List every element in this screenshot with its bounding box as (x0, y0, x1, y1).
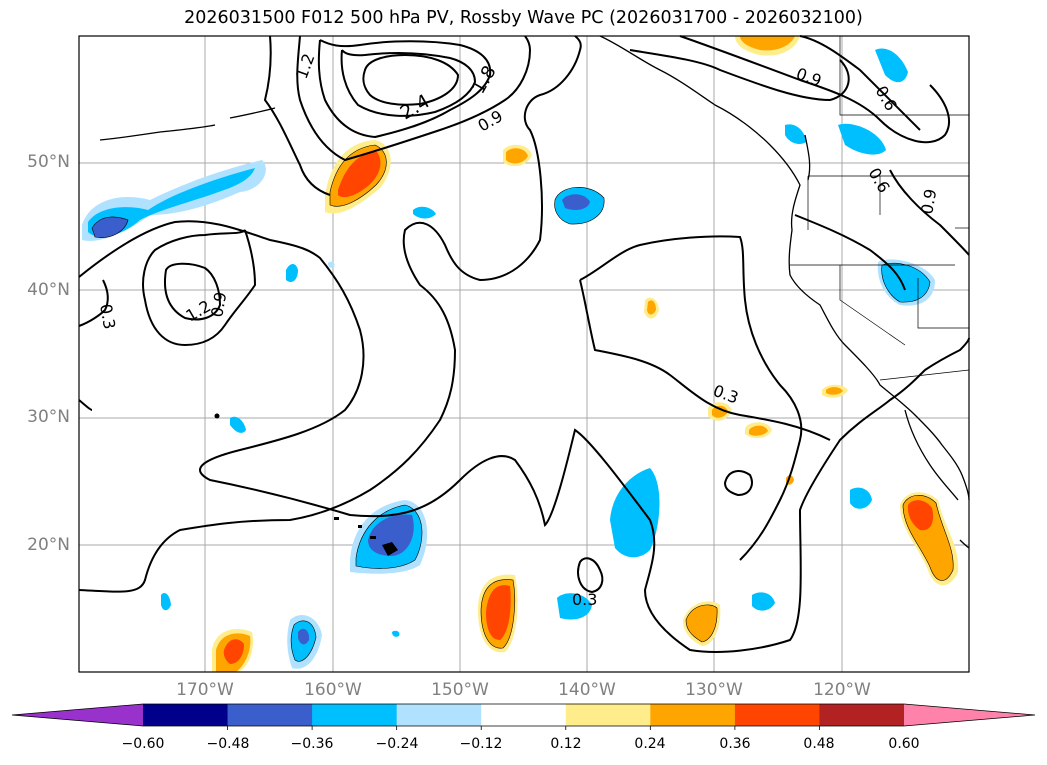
colorbar-tick-label: 0.12 (550, 736, 582, 752)
map-background (79, 36, 969, 672)
colorbar-cells (143, 704, 905, 726)
lon-label: 120°W (813, 680, 871, 700)
lon-label: 140°W (558, 680, 616, 700)
colorbar-tick-label: −0.60 (121, 736, 165, 752)
pv-contours (78, 35, 970, 653)
lat-label: 40°N (27, 280, 70, 300)
contour-label: 0.3 (96, 302, 119, 330)
anomaly-outlines (91, 144, 954, 662)
colorbar-tick-label: 0.36 (719, 736, 751, 752)
lat-label: 20°N (27, 535, 70, 555)
colorbar-cell (396, 704, 482, 726)
map-title: 2026031500 F012 500 hPa PV, Rossby Wave … (184, 8, 863, 28)
colorbar-outline (11, 703, 1036, 727)
colorbar-cell (312, 704, 398, 726)
coastlines (99, 35, 970, 549)
lat-label: 50°N (27, 152, 70, 172)
colorbar-extend-low (12, 704, 143, 726)
lat-label: 30°N (27, 407, 70, 427)
colorbar-tick-label: 0.60 (888, 736, 920, 752)
colorbar-cell (565, 704, 651, 726)
colorbar-tick-label: −0.36 (290, 736, 334, 752)
contour-label: 0.9 (207, 290, 230, 318)
colorbar-tick-label: −0.48 (206, 736, 250, 752)
colorbar-cell (734, 704, 820, 726)
borders (790, 36, 970, 381)
colorbar-cell (650, 704, 736, 726)
colorbar-tick-label: −0.24 (375, 736, 419, 752)
colorbar-cell (819, 704, 905, 726)
colorbar-cell (481, 704, 567, 726)
colorbar-tick-label: 0.24 (634, 736, 666, 752)
colorbar-tick-label: −0.12 (459, 736, 503, 752)
contour-label: 0.9 (917, 187, 940, 215)
lon-label: 170°W (176, 680, 234, 700)
lon-label: 160°W (304, 680, 362, 700)
colorbar-cell (143, 704, 229, 726)
lon-label: 150°W (431, 680, 489, 700)
colorbar-tick-marks (227, 726, 820, 730)
lon-label: 130°W (685, 680, 743, 700)
positive-anomaly-fills (212, 36, 959, 672)
colorbar-cell (227, 704, 313, 726)
colorbar (11, 703, 1036, 730)
islands (214, 413, 398, 556)
contour-label: 0.3 (572, 590, 597, 609)
colorbar-extend-high (904, 704, 1035, 726)
colorbar-tick-label: 0.48 (803, 736, 835, 752)
map-frame (78, 35, 970, 673)
